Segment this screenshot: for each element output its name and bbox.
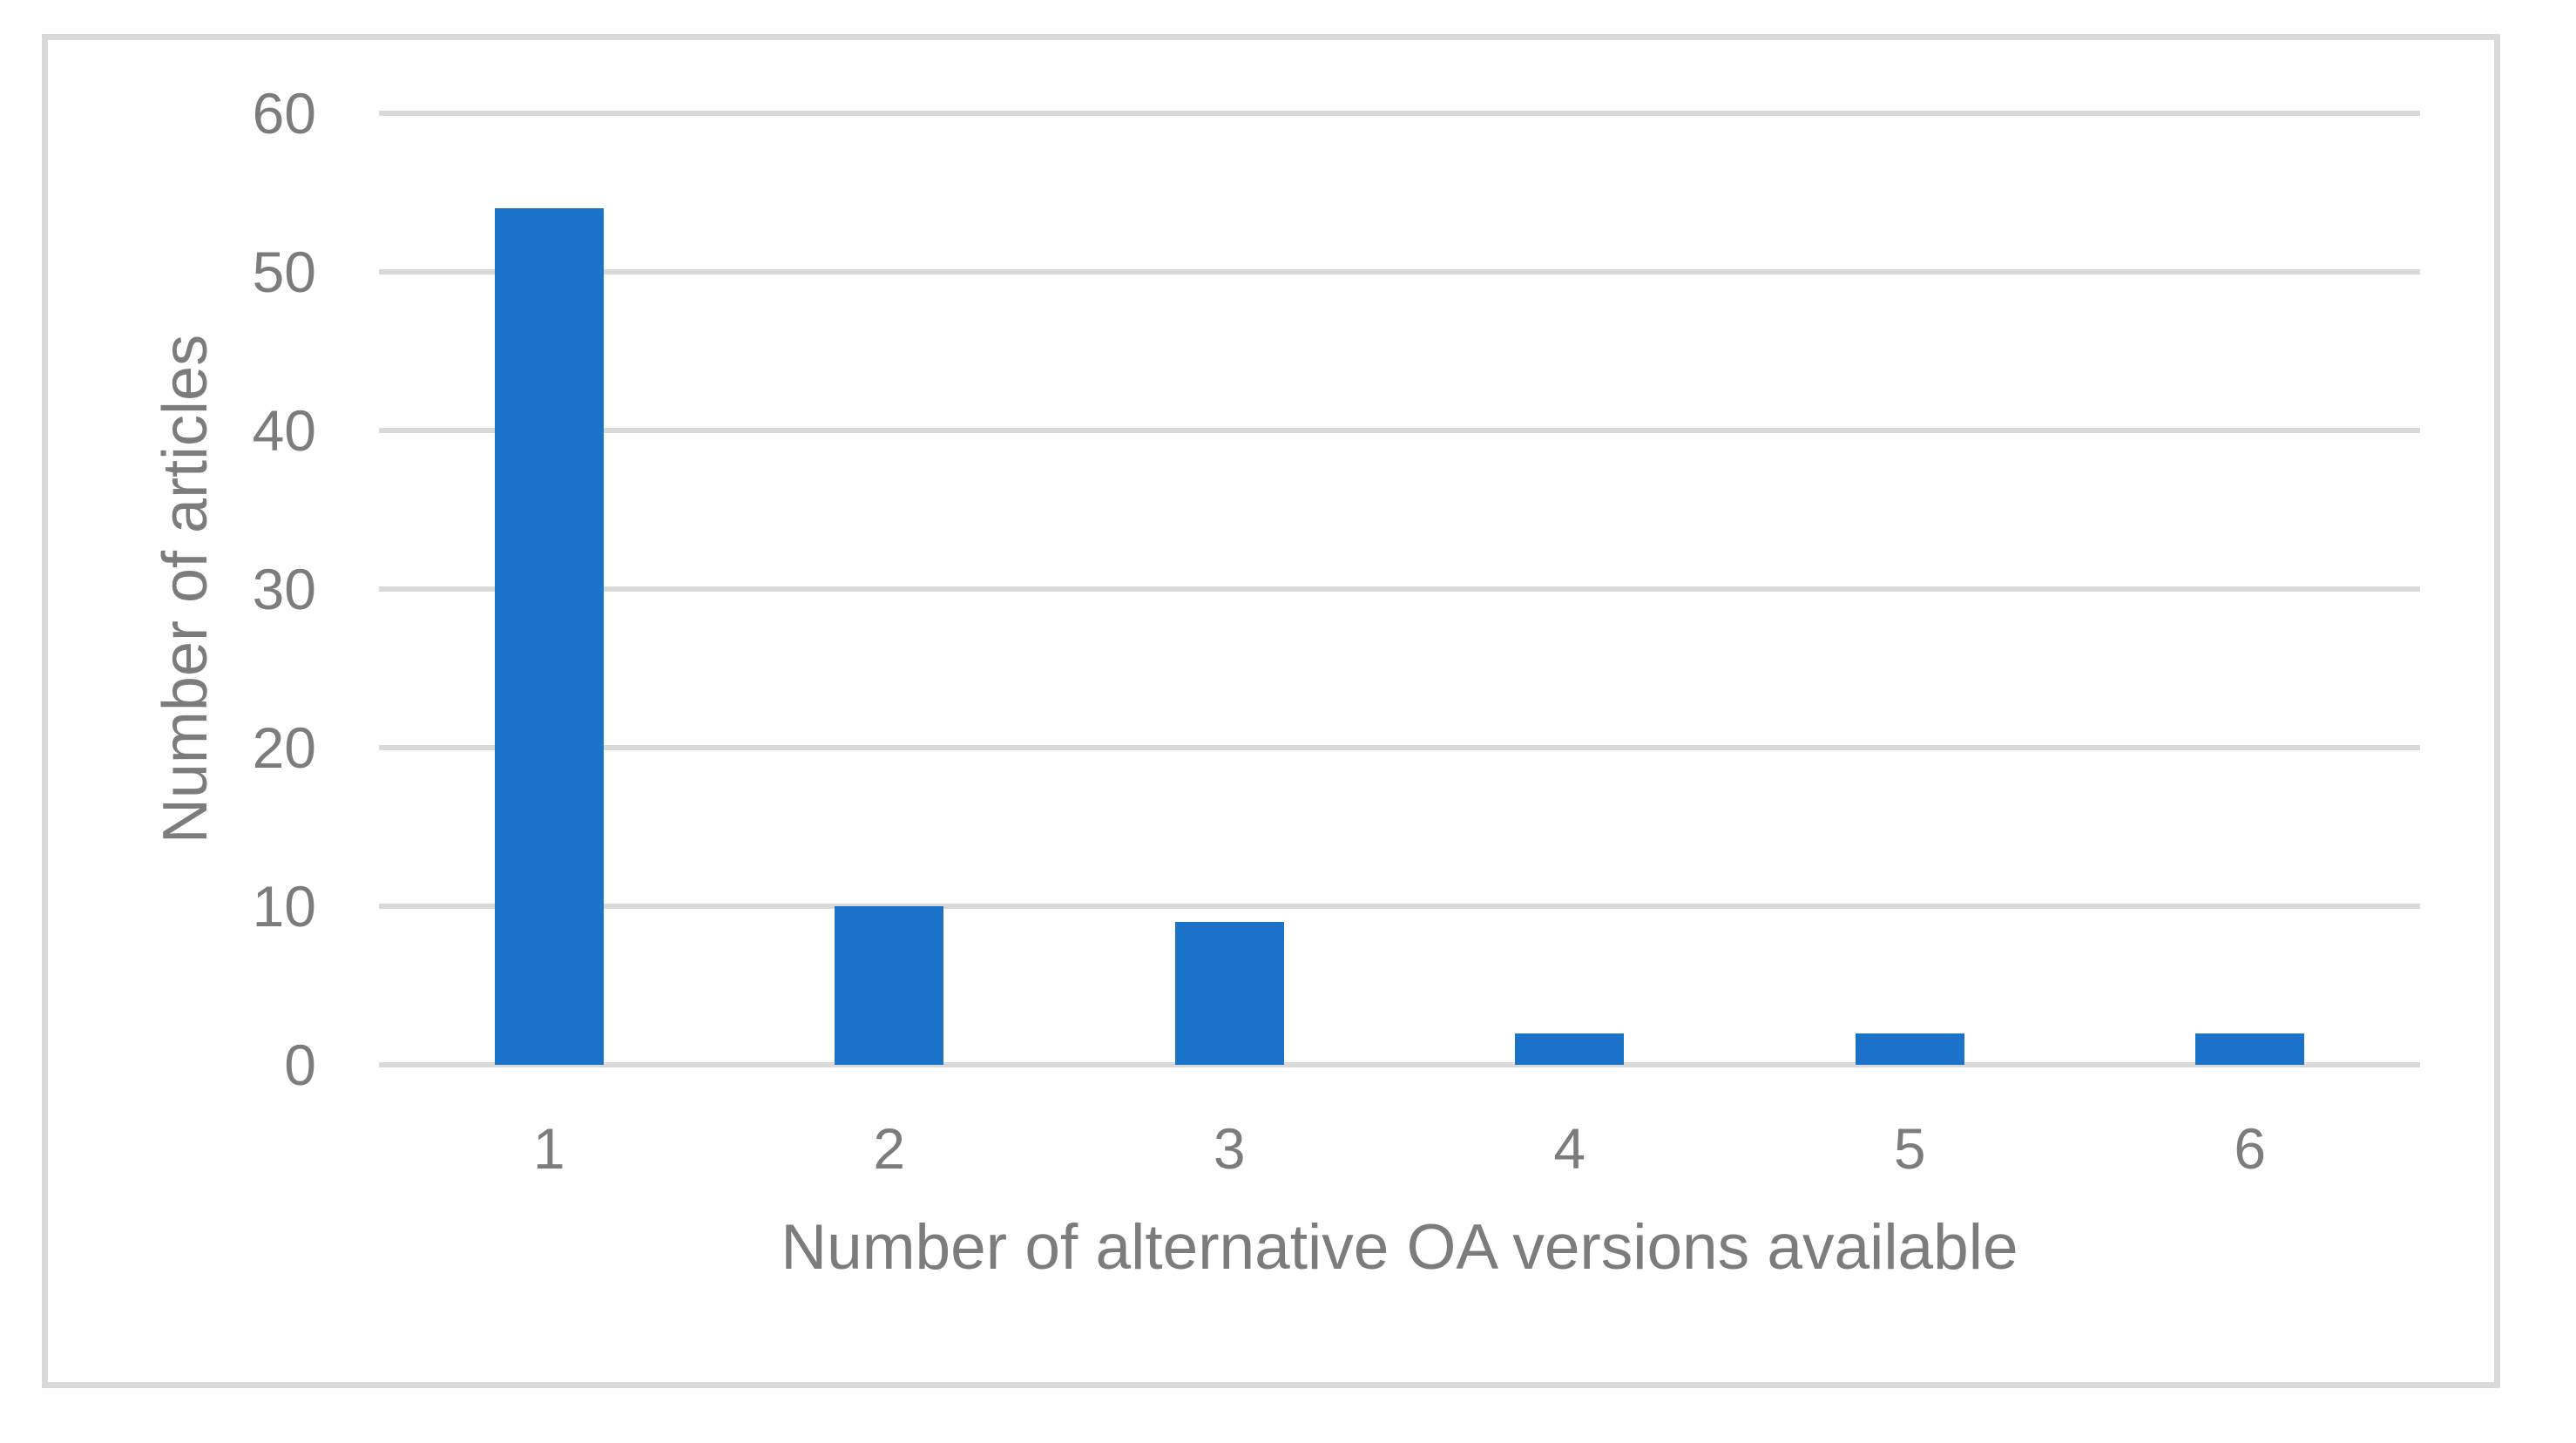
x-tick-label: 3 [1213,1116,1246,1181]
x-tick-label: 2 [873,1116,906,1181]
y-tick-label: 60 [252,81,316,146]
x-tick-label: 4 [1553,1116,1586,1181]
gridline [379,269,2420,274]
bar-category-2 [835,906,944,1065]
gridline [379,745,2420,750]
chart-frame [42,34,2500,1388]
gridline [379,586,2420,592]
x-tick-label: 6 [2234,1116,2267,1181]
gridline [379,111,2420,116]
x-tick-label: 1 [532,1116,565,1181]
plot-area [379,111,2420,1067]
y-tick-label: 40 [252,398,316,463]
y-tick-label: 0 [284,1033,316,1097]
bar-category-3 [1174,922,1284,1065]
gridline [379,1062,2420,1067]
x-tick-label: 5 [1893,1116,1926,1181]
bar-category-6 [2195,1033,2305,1065]
bar-category-1 [494,208,604,1065]
x-axis-title: Number of alternative OA versions availa… [781,1212,2018,1283]
y-tick-label: 20 [252,715,316,780]
y-axis-tick-labels: 0 10 20 30 40 50 60 [0,85,316,1094]
y-tick-label: 10 [252,874,316,938]
bar-category-4 [1515,1033,1625,1065]
gridline [379,428,2420,433]
y-tick-label: 30 [252,557,316,621]
gridline [379,904,2420,909]
y-tick-label: 50 [252,240,316,304]
bar-category-5 [1855,1033,1964,1065]
